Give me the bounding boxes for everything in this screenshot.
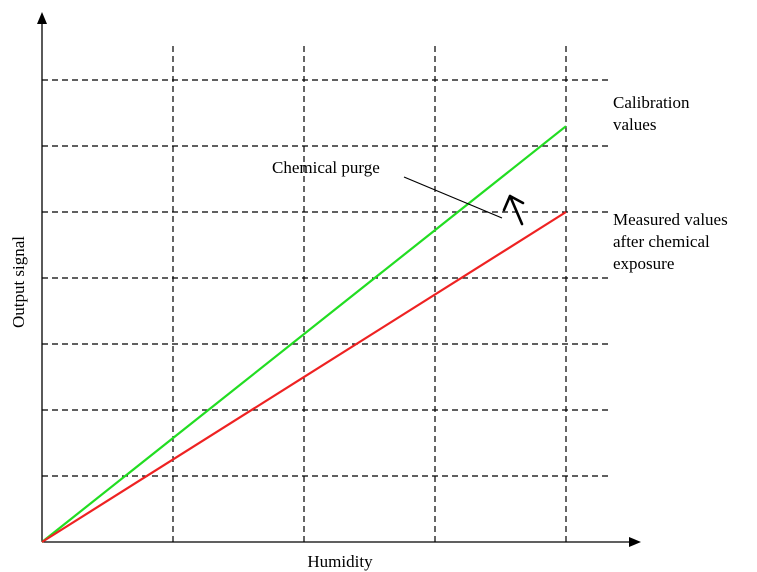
x-axis-arrow-icon bbox=[629, 537, 641, 547]
series-label-line: after chemical bbox=[613, 232, 710, 251]
axes bbox=[37, 12, 641, 547]
chemical-purge-label: Chemical purge bbox=[272, 158, 380, 177]
series-line-1 bbox=[41, 211, 567, 543]
series-label-line: Measured values bbox=[613, 210, 728, 229]
y-axis-label: Output signal bbox=[9, 236, 28, 328]
series-line-0 bbox=[41, 125, 567, 543]
x-axis-label: Humidity bbox=[307, 552, 373, 571]
series-label-line: Calibration bbox=[613, 93, 690, 112]
grid bbox=[42, 44, 610, 542]
chemical-purge-annotation: Chemical purge bbox=[272, 158, 525, 226]
purge-leader-line bbox=[403, 176, 503, 219]
series-layer bbox=[41, 125, 567, 543]
series-label-1: Measured values after chemical exposure bbox=[613, 210, 728, 273]
series-label-line: values bbox=[613, 115, 656, 134]
series-labels: Calibration values Measured values after ch… bbox=[613, 93, 728, 273]
series-label-0: Calibration values bbox=[613, 93, 690, 134]
series-label-line: exposure bbox=[613, 254, 674, 273]
y-axis-arrow-icon bbox=[37, 12, 47, 24]
purge-arrow-icon bbox=[502, 194, 525, 226]
